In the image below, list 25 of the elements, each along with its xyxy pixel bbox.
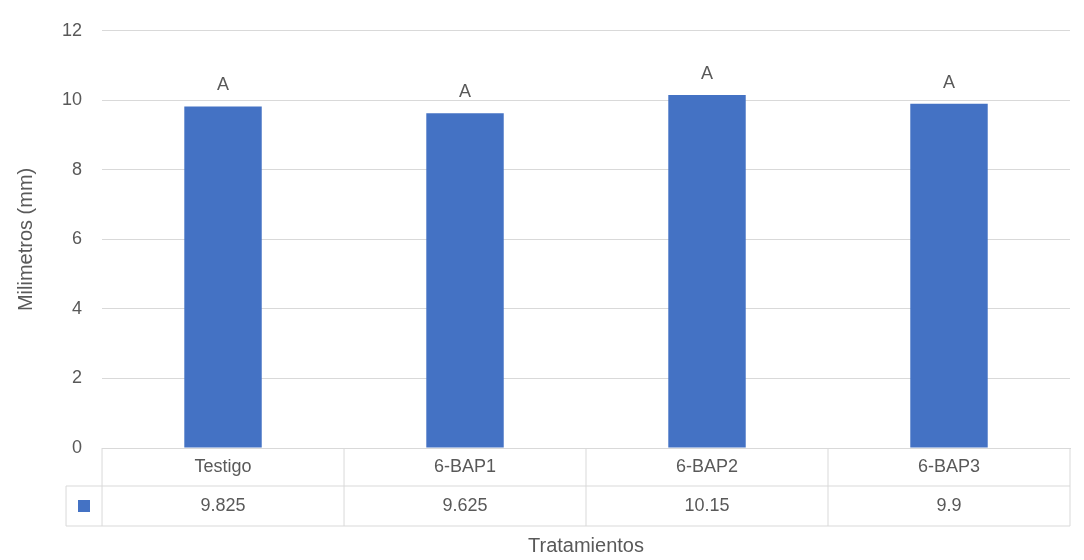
bar [426,113,504,448]
bar [668,95,746,448]
x-tick-label: 6-BAP1 [433,455,497,476]
x-axis-title: Tratamientos [528,533,644,556]
y-axis-title: Milimetros (mm) [13,167,36,312]
bar [910,103,988,448]
annotation: A [459,81,472,102]
y-tick-label: 4 [72,297,83,318]
y-tick-label: 6 [72,228,83,249]
y-tick-label: 8 [72,158,83,179]
x-tick-label: 6-BAP3 [917,455,981,476]
data-label: 9.825 [200,494,246,515]
y-tick-label: 12 [61,19,83,40]
data-label: 10.15 [684,494,730,515]
y-tick-label: 10 [61,89,83,110]
annotation: A [942,71,956,92]
y-tick-label: 2 [72,367,83,388]
y-tick-label: 0 [72,436,83,457]
annotation: A [217,74,230,95]
annotation: A [701,63,714,84]
x-tick-label: 6-BAP2 [675,455,739,476]
data-label: 9.625 [442,494,488,515]
data-label: 9.9 [936,494,962,515]
x-tick-label: Testigo [194,455,252,476]
bar [184,106,262,448]
